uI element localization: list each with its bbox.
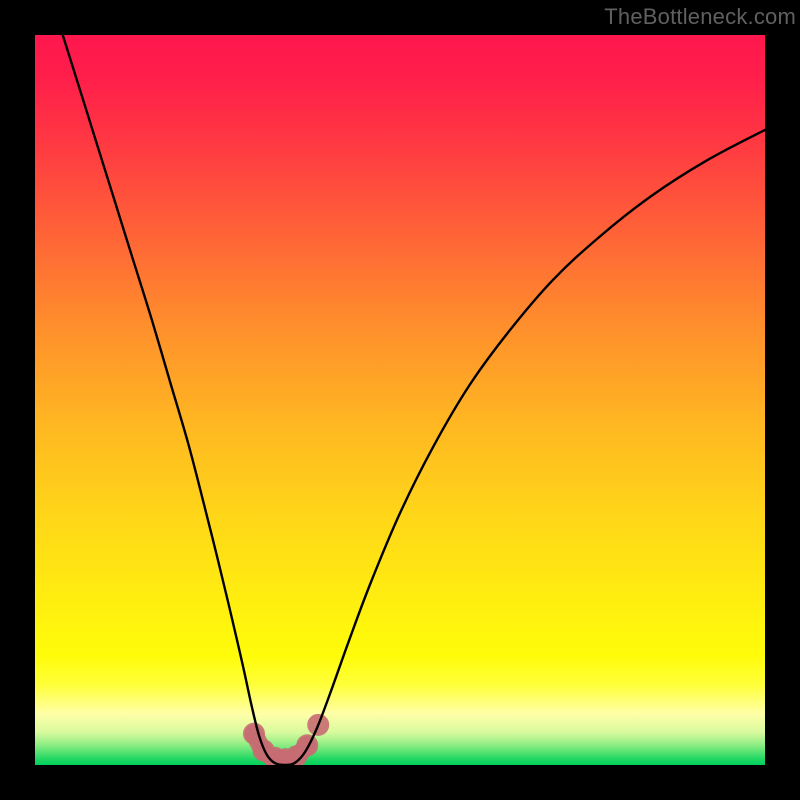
chart-svg bbox=[35, 35, 765, 765]
chart-outer-frame: TheBottleneck.com bbox=[0, 0, 800, 800]
gradient-background bbox=[35, 35, 765, 765]
watermark-text: TheBottleneck.com bbox=[604, 4, 796, 30]
chart-plot-area bbox=[35, 35, 765, 765]
bottom-marker-dot bbox=[296, 734, 318, 756]
